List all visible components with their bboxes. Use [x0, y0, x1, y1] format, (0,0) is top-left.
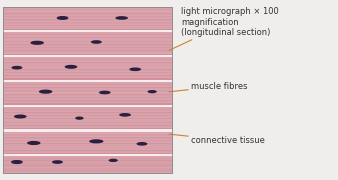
Bar: [3, 7, 172, 173]
Ellipse shape: [57, 16, 68, 20]
Bar: [3, 7, 172, 173]
Ellipse shape: [99, 91, 111, 94]
Bar: [3, 55, 172, 57]
Ellipse shape: [147, 90, 157, 93]
Bar: [3, 129, 172, 132]
Text: light micrograph × 100
magnification
(longitudinal section): light micrograph × 100 magnification (lo…: [169, 7, 279, 50]
Ellipse shape: [11, 160, 23, 164]
Ellipse shape: [11, 66, 22, 69]
Ellipse shape: [119, 113, 131, 117]
Ellipse shape: [91, 40, 102, 44]
Ellipse shape: [75, 116, 84, 120]
Bar: [3, 30, 172, 32]
Text: muscle fibres: muscle fibres: [169, 82, 247, 92]
Ellipse shape: [27, 141, 41, 145]
Ellipse shape: [137, 142, 147, 146]
Bar: [3, 80, 172, 82]
Bar: [3, 107, 172, 128]
Ellipse shape: [108, 159, 118, 162]
Bar: [3, 57, 172, 78]
Bar: [3, 156, 172, 173]
Ellipse shape: [115, 16, 128, 20]
Ellipse shape: [30, 41, 44, 45]
Ellipse shape: [52, 160, 63, 164]
Bar: [3, 82, 172, 103]
Bar: [3, 131, 172, 153]
Ellipse shape: [129, 68, 141, 71]
Bar: [3, 105, 172, 107]
Bar: [3, 7, 172, 29]
Ellipse shape: [65, 65, 77, 69]
Text: connective tissue: connective tissue: [169, 134, 265, 145]
Ellipse shape: [39, 90, 52, 94]
Bar: [3, 154, 172, 156]
Bar: [3, 32, 172, 54]
Ellipse shape: [89, 139, 103, 143]
Ellipse shape: [14, 114, 27, 118]
